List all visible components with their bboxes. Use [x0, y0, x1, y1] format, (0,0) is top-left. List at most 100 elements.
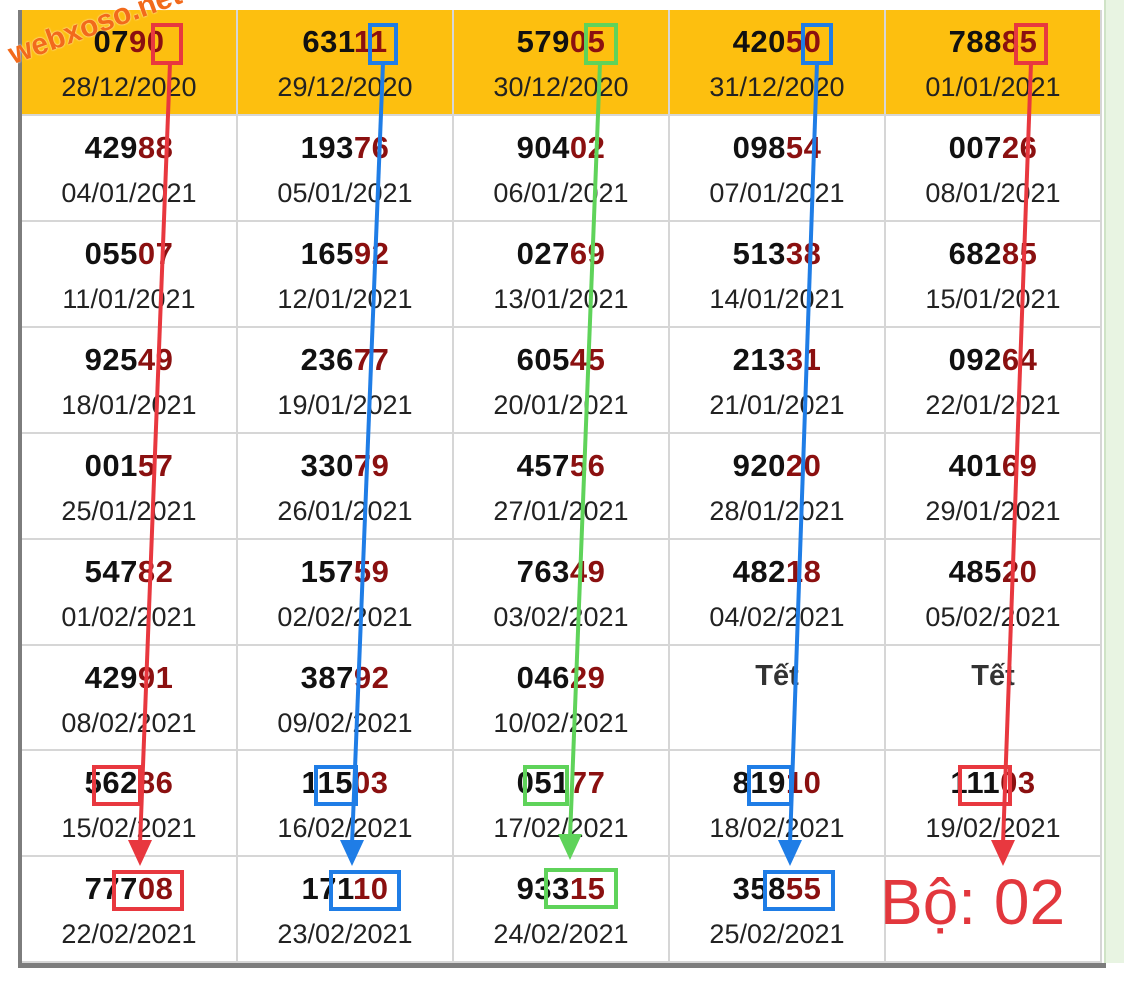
lottery-number: 78885	[886, 24, 1100, 60]
draw-date: 22/01/2021	[925, 390, 1061, 420]
lottery-number: 54782	[22, 554, 236, 590]
draw-date: 28/12/2020	[61, 72, 197, 102]
number-prefix: 904	[516, 130, 570, 165]
result-cell: 23677 19/01/2021	[238, 328, 454, 434]
draw-date: 01/02/2021	[61, 602, 197, 632]
draw-date: 29/01/2021	[925, 496, 1061, 526]
number-last-two-digits: 69	[569, 236, 606, 271]
lottery-number: 93315	[454, 871, 668, 907]
number-prefix: 055	[84, 236, 138, 271]
result-cell: 0790 28/12/2020	[22, 10, 238, 116]
draw-date: 12/01/2021	[277, 284, 413, 314]
lottery-number: 92549	[22, 342, 236, 378]
result-cell: 92549 18/01/2021	[22, 328, 238, 434]
lottery-number: 00157	[22, 448, 236, 484]
draw-date: 18/01/2021	[61, 390, 197, 420]
number-last-two-digits: 10	[353, 871, 389, 906]
number-last-two-digits: 20	[1001, 554, 1038, 589]
draw-date: 01/01/2021	[925, 72, 1061, 102]
draw-date: 05/01/2021	[277, 178, 413, 208]
results-table: 0790 28/12/2020 63111 29/12/2020 57905 30/12/…	[18, 10, 1106, 968]
number-prefix: 513	[732, 236, 786, 271]
highlight-box-green-mid	[523, 765, 569, 806]
draw-date: 07/01/2021	[709, 178, 845, 208]
draw-date: 19/02/2021	[925, 813, 1061, 843]
number-last-two-digits: 26	[1001, 130, 1038, 165]
lottery-number: 17110	[238, 871, 452, 907]
number-prefix: 682	[948, 236, 1002, 271]
result-cell: 42988 04/01/2021	[22, 116, 238, 222]
lottery-number: 90402	[454, 130, 668, 166]
number-prefix: 401	[948, 448, 1002, 483]
result-cell	[886, 857, 1102, 963]
number-prefix: 920	[732, 448, 786, 483]
arrow-red-col1	[138, 62, 172, 845]
highlight-box-green-bottom	[544, 868, 618, 909]
draw-date: 29/12/2020	[277, 72, 413, 102]
result-cell: 11103 19/02/2021	[886, 751, 1102, 857]
draw-date: 15/02/2021	[61, 813, 197, 843]
number-prefix: 420	[732, 24, 786, 59]
result-cell: 42991 08/02/2021	[22, 646, 238, 751]
lottery-number: 15759	[238, 554, 452, 590]
result-set-label: Bộ: 02	[880, 866, 1066, 938]
lottery-number: 76349	[454, 554, 668, 590]
number-last-two-digits: 90	[129, 24, 165, 59]
number-prefix: 358	[732, 871, 786, 906]
lottery-number: 60545	[454, 342, 668, 378]
result-cell: 17110 23/02/2021	[238, 857, 454, 963]
highlight-box-blue-mid-col4	[747, 765, 793, 806]
number-prefix: 098	[732, 130, 786, 165]
adjacent-column-strip	[1104, 0, 1124, 963]
draw-date: 28/01/2021	[709, 496, 845, 526]
number-prefix: 605	[516, 342, 570, 377]
highlight-box-red-bottom	[112, 870, 184, 911]
number-prefix: 027	[516, 236, 570, 271]
result-cell: 68285 15/01/2021	[886, 222, 1102, 328]
highlight-box-blue-mid-col2	[314, 765, 358, 806]
number-prefix: 457	[516, 448, 570, 483]
result-cell: 15759 02/02/2021	[238, 540, 454, 646]
draw-date: 25/02/2021	[709, 919, 845, 949]
result-cell: Tết	[670, 646, 886, 751]
result-cell: 51338 14/01/2021	[670, 222, 886, 328]
result-cell: 48520 05/02/2021	[886, 540, 1102, 646]
result-cell: 02769 13/01/2021	[454, 222, 670, 328]
lottery-number: 48218	[670, 554, 884, 590]
draw-date: 03/02/2021	[493, 602, 629, 632]
highlight-box-red-mid	[92, 765, 142, 806]
result-cell: 90402 06/01/2021	[454, 116, 670, 222]
number-last-two-digits: 77	[569, 765, 606, 800]
highlight-box-red-top	[151, 23, 183, 65]
number-last-two-digits: 49	[137, 342, 174, 377]
number-prefix: 819	[732, 765, 786, 800]
number-prefix: 631	[302, 24, 354, 59]
number-last-two-digits: 92	[353, 236, 390, 271]
number-last-two-digits: 55	[785, 871, 822, 906]
result-cell: 19376 05/01/2021	[238, 116, 454, 222]
result-cell: 00726 08/01/2021	[886, 116, 1102, 222]
arrow-blue-col4-head	[778, 840, 802, 866]
draw-date: 06/01/2021	[493, 178, 629, 208]
lottery-number: 16592	[238, 236, 452, 272]
lottery-number: 51338	[670, 236, 884, 272]
number-prefix: 579	[516, 24, 570, 59]
draw-date: 27/01/2021	[493, 496, 629, 526]
number-prefix: 115	[301, 765, 354, 800]
result-cell: 54782 01/02/2021	[22, 540, 238, 646]
lottery-number: 11503	[238, 765, 452, 801]
number-prefix: 485	[948, 554, 1002, 589]
draw-date: 20/01/2021	[493, 390, 629, 420]
number-last-two-digits: 59	[353, 554, 390, 589]
draw-date: 31/12/2020	[709, 72, 845, 102]
draw-date: 26/01/2021	[277, 496, 413, 526]
result-cell: 16592 12/01/2021	[238, 222, 454, 328]
number-last-two-digits: 85	[1001, 24, 1038, 59]
draw-date: 25/01/2021	[61, 496, 197, 526]
result-cell: 05507 11/01/2021	[22, 222, 238, 328]
draw-date: 02/02/2021	[277, 602, 413, 632]
highlight-box-blue-bottom-col2	[329, 870, 401, 911]
result-cell: 21331 21/01/2021	[670, 328, 886, 434]
result-cell: 78885 01/01/2021	[886, 10, 1102, 116]
number-prefix: 157	[300, 554, 354, 589]
